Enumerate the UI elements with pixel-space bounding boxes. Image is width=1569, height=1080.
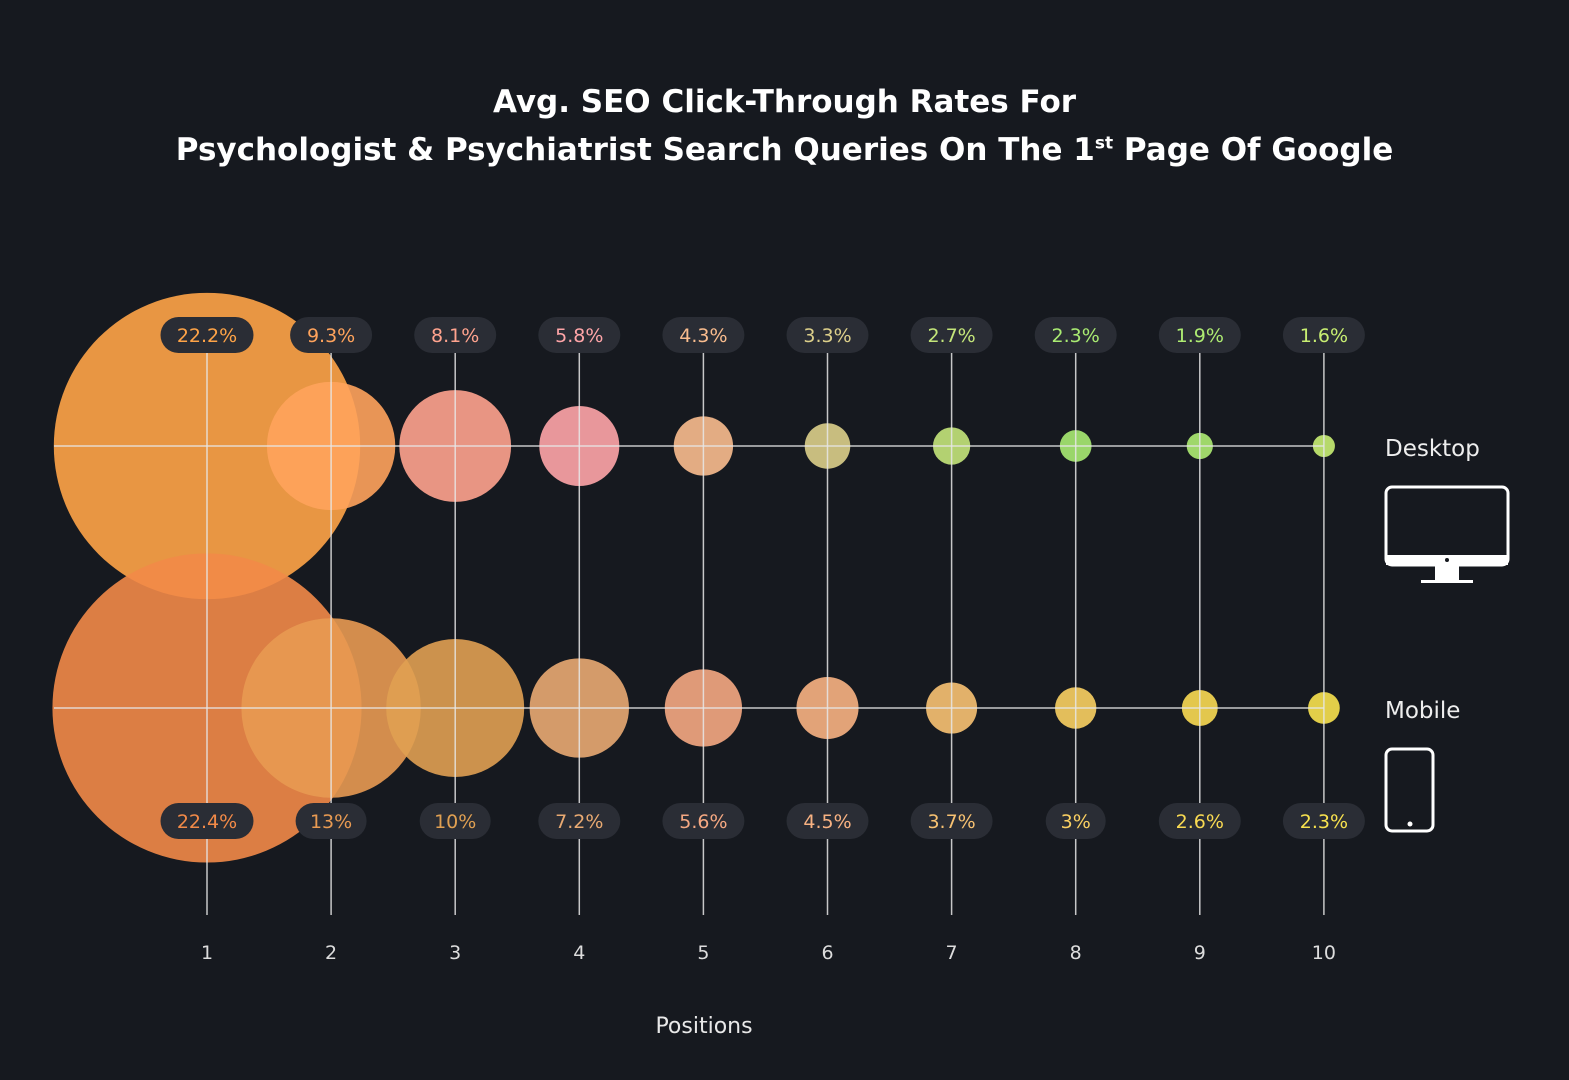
data-label-pill [160, 803, 254, 839]
x-tick-label: 6 [821, 942, 833, 964]
desktop-data-label: 5.8% [555, 325, 603, 347]
x-axis-label: Positions [655, 1014, 752, 1039]
data-label-pill [160, 317, 254, 353]
x-tick-label: 2 [325, 942, 337, 964]
mobile-data-label: 3.7% [927, 811, 975, 833]
desktop-data-label: 3.3% [803, 325, 851, 347]
data-label-pill [1282, 803, 1365, 839]
chart-title: Avg. SEO Click-Through Rates For Psychol… [0, 78, 1569, 174]
data-label-pill [1045, 803, 1106, 839]
x-tick-label: 3 [449, 942, 461, 964]
mobile-data-label: 10% [434, 811, 476, 833]
desktop-data-label: 9.3% [307, 325, 355, 347]
mobile-data-label: 3% [1061, 811, 1091, 833]
title-line-2-end: Page Of Google [1113, 132, 1394, 168]
mobile-data-label: 2.3% [1300, 811, 1348, 833]
data-label-pill [538, 803, 621, 839]
data-label-pill [1158, 803, 1241, 839]
mobile-data-label: 4.5% [803, 811, 851, 833]
data-label-pill [910, 317, 993, 353]
desktop-data-label: 4.3% [679, 325, 727, 347]
data-label-pill [662, 803, 745, 839]
data-label-pill [1158, 317, 1241, 353]
title-superscript: st [1094, 133, 1114, 154]
x-tick-label: 9 [1194, 942, 1206, 964]
mobile-data-label: 22.4% [177, 811, 237, 833]
desktop-data-label: 1.9% [1176, 325, 1224, 347]
data-label-pill [295, 803, 367, 839]
desktop-monitor-icon [1384, 485, 1510, 583]
data-label-pill [1034, 317, 1117, 353]
mobile-data-label: 13% [310, 811, 352, 833]
data-label-pill [1282, 317, 1365, 353]
data-label-pill [419, 803, 491, 839]
x-tick-label: 8 [1070, 942, 1082, 964]
x-tick-label: 7 [946, 942, 958, 964]
legend-mobile-label: Mobile [1385, 698, 1460, 724]
mobile-phone-icon [1384, 747, 1435, 833]
legend-desktop-label: Desktop [1385, 436, 1480, 462]
desktop-data-label: 2.3% [1052, 325, 1100, 347]
data-label-pill [786, 317, 869, 353]
mobile-data-label: 7.2% [555, 811, 603, 833]
data-label-pill [538, 317, 621, 353]
desktop-data-label: 2.7% [927, 325, 975, 347]
data-label-pill [290, 317, 373, 353]
title-line-2-text: Psychologist & Psychiatrist Search Queri… [175, 132, 1095, 168]
desktop-data-label: 8.1% [431, 325, 479, 347]
x-tick-label: 5 [697, 942, 709, 964]
mobile-data-label: 5.6% [679, 811, 727, 833]
x-tick-label: 10 [1312, 942, 1336, 964]
x-tick-label: 4 [573, 942, 585, 964]
desktop-data-label: 22.2% [177, 325, 237, 347]
data-label-pill [786, 803, 869, 839]
mobile-data-label: 2.6% [1176, 811, 1224, 833]
desktop-data-label: 1.6% [1300, 325, 1348, 347]
data-label-pill [910, 803, 993, 839]
data-label-pill [414, 317, 497, 353]
title-line-1: Avg. SEO Click-Through Rates For [492, 84, 1077, 120]
data-label-pill [662, 317, 745, 353]
title-line-2: Psychologist & Psychiatrist Search Queri… [0, 126, 1569, 174]
x-tick-label: 1 [201, 942, 213, 964]
